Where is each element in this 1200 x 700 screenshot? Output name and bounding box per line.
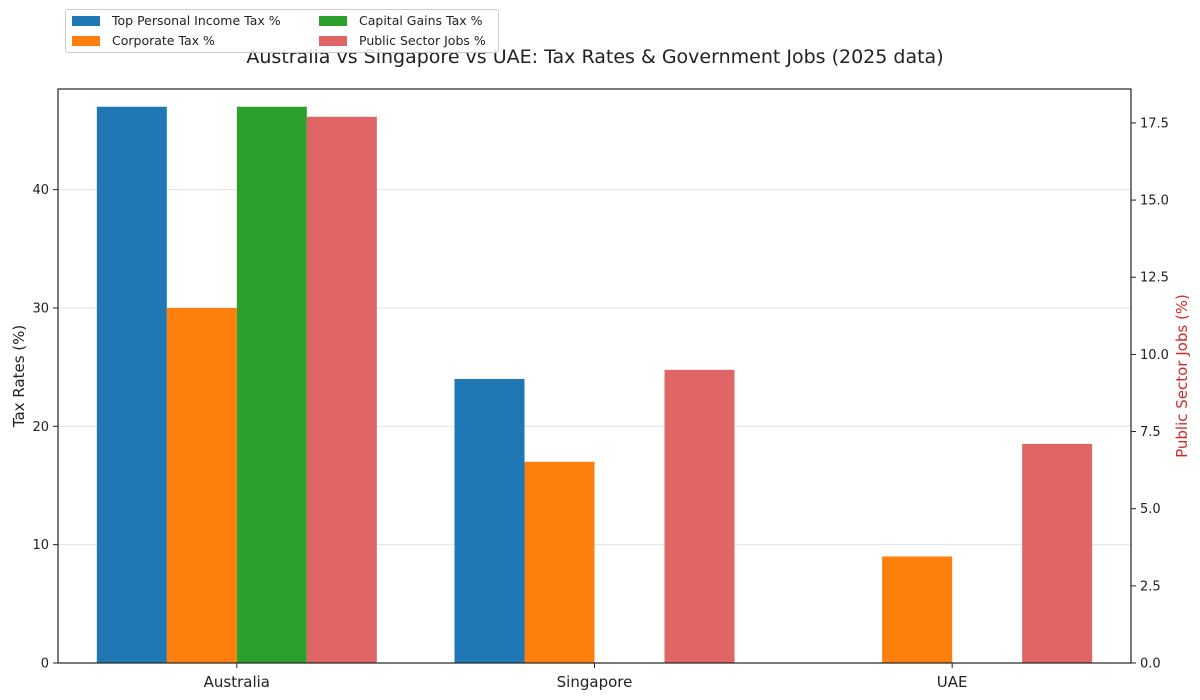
legend-label: Capital Gains Tax % <box>359 13 483 28</box>
chart-legend: Top Personal Income Tax % Capital Gains … <box>65 9 499 53</box>
legend-label: Top Personal Income Tax % <box>112 13 281 28</box>
bar-tax <box>882 556 953 663</box>
right-tick-label: 15.0 <box>1140 194 1169 209</box>
left-tick-label: 20 <box>32 420 49 435</box>
legend-item-income-tax: Top Personal Income Tax % <box>72 13 281 28</box>
legend-label: Public Sector Jobs % <box>359 33 486 48</box>
bar-tax <box>236 106 307 664</box>
right-tick-label: 5.0 <box>1140 502 1161 517</box>
bar-tax <box>166 307 237 663</box>
right-tick-label: 10.0 <box>1140 348 1169 363</box>
x-tick-label: UAE <box>937 673 968 691</box>
left-tick-label: 0 <box>41 657 49 672</box>
bars <box>96 106 1093 664</box>
left-tick-label: 40 <box>32 183 49 198</box>
right-axis-label: Public Sector Jobs (%) <box>1173 294 1191 458</box>
legend-item-public-jobs: Public Sector Jobs % <box>319 33 486 48</box>
x-tick-label: Singapore <box>557 673 633 691</box>
left-tick-label: 10 <box>32 538 49 553</box>
bar-tax <box>524 461 595 663</box>
legend-swatch <box>72 35 100 46</box>
right-tick-label: 2.5 <box>1140 579 1161 594</box>
left-axis-label: Tax Rates (%) <box>10 325 28 428</box>
x-tick-label: Australia <box>204 673 270 691</box>
right-axis-ticks: 0.0 2.5 5.0 7.5 10.0 12.5 15.0 17.5 <box>1131 116 1169 672</box>
bar-tax <box>454 378 525 663</box>
legend-item-corporate-tax: Corporate Tax % <box>72 33 215 48</box>
left-axis-ticks: 0 10 20 30 40 <box>32 183 58 672</box>
left-tick-label: 30 <box>32 301 49 316</box>
bar-public-jobs <box>664 369 735 663</box>
right-tick-label: 17.5 <box>1140 116 1169 131</box>
legend-swatch <box>319 35 347 46</box>
x-axis-ticks: Australia Singapore UAE <box>204 663 968 691</box>
legend-item-capital-gains: Capital Gains Tax % <box>319 13 483 28</box>
bar-tax <box>96 106 167 664</box>
bar-public-jobs <box>306 116 377 664</box>
right-tick-label: 0.0 <box>1140 657 1161 672</box>
bar-public-jobs <box>1022 443 1093 663</box>
legend-label: Corporate Tax % <box>112 33 215 48</box>
legend-swatch <box>72 15 100 26</box>
right-tick-label: 12.5 <box>1140 271 1169 286</box>
legend-swatch <box>319 15 347 26</box>
right-tick-label: 7.5 <box>1140 425 1161 440</box>
